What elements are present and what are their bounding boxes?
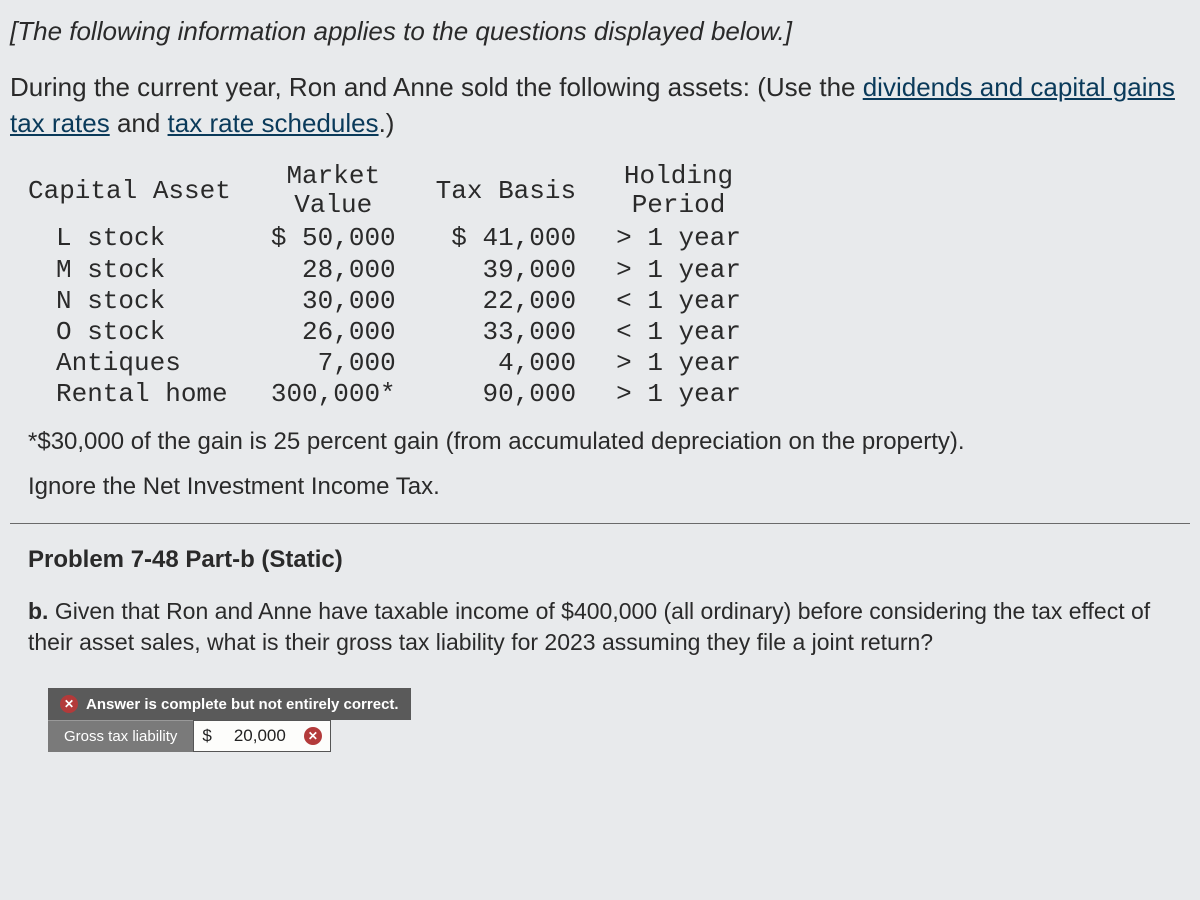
cell-basis: $ 41,000 (416, 223, 596, 254)
problem-title: Problem 7-48 Part-b (Static) (28, 546, 1190, 574)
answer-status-header: ✕ Answer is complete but not entirely co… (48, 688, 411, 720)
cell-asset: Rental home (28, 379, 251, 410)
problem-question-body: Given that Ron and Anne have taxable inc… (28, 598, 1150, 655)
cell-basis: 39,000 (416, 255, 596, 286)
table-row: L stock $ 50,000 $ 41,000 > 1 year (28, 223, 761, 254)
cell-basis: 90,000 (416, 379, 596, 410)
cell-asset: M stock (28, 255, 251, 286)
cell-hold: < 1 year (596, 286, 761, 317)
currency-symbol: $ (202, 726, 211, 746)
col-basis: Tax Basis (416, 160, 596, 224)
table-row: N stock 30,000 22,000 < 1 year (28, 286, 761, 317)
table-body: L stock $ 50,000 $ 41,000 > 1 year M sto… (28, 223, 761, 410)
answer-row: Gross tax liability $ 20,000 ✕ (48, 720, 411, 752)
cell-mv: 28,000 (251, 255, 416, 286)
capital-asset-table: Capital Asset Market Value Tax Basis Hol… (28, 160, 761, 411)
x-icon: ✕ (304, 727, 322, 745)
problem-question: b. Given that Ron and Anne have taxable … (28, 596, 1190, 658)
cell-asset: N stock (28, 286, 251, 317)
cell-hold: > 1 year (596, 223, 761, 254)
cell-asset: L stock (28, 223, 251, 254)
cell-mv: 300,000* (251, 379, 416, 410)
col-market-l2: Value (294, 190, 372, 220)
col-market-l1: Market (286, 161, 380, 191)
problem-section: Problem 7-48 Part-b (Static) b. Given th… (10, 523, 1190, 752)
cell-hold: > 1 year (596, 379, 761, 410)
intro-context: [The following information applies to th… (10, 15, 1190, 49)
cell-mv: 7,000 (251, 348, 416, 379)
cell-hold: > 1 year (596, 348, 761, 379)
answer-value-cell[interactable]: $ 20,000 ✕ (193, 720, 330, 752)
table-header-row: Capital Asset Market Value Tax Basis Hol… (28, 160, 761, 224)
body-pre: During the current year, Ron and Anne so… (10, 72, 863, 102)
cell-basis: 4,000 (416, 348, 596, 379)
ignore-niit-text: Ignore the Net Investment Income Tax. (28, 473, 1190, 501)
col-holding: Holding Period (596, 160, 761, 224)
answer-status-text: Answer is complete but not entirely corr… (86, 696, 399, 713)
table-row: Antiques 7,000 4,000 > 1 year (28, 348, 761, 379)
footnote-text: *$30,000 of the gain is 25 percent gain … (28, 425, 1190, 459)
col-holding-l1: Holding (624, 161, 733, 191)
col-holding-l2: Period (632, 190, 726, 220)
answer-label: Gross tax liability (48, 720, 193, 752)
x-icon: ✕ (60, 695, 78, 713)
table-row: Rental home 300,000* 90,000 > 1 year (28, 379, 761, 410)
cell-asset: Antiques (28, 348, 251, 379)
cell-hold: < 1 year (596, 317, 761, 348)
answer-value: 20,000 (226, 726, 286, 746)
cell-mv: 26,000 (251, 317, 416, 348)
body-post: .) (379, 108, 395, 138)
cell-mv: 30,000 (251, 286, 416, 317)
problem-part-b: b. (28, 598, 48, 624)
cell-basis: 22,000 (416, 286, 596, 317)
cell-asset: O stock (28, 317, 251, 348)
answer-box: ✕ Answer is complete but not entirely co… (48, 688, 411, 752)
table-row: O stock 26,000 33,000 < 1 year (28, 317, 761, 348)
table-row: M stock 28,000 39,000 > 1 year (28, 255, 761, 286)
body-mid: and (110, 108, 168, 138)
col-market: Market Value (251, 160, 416, 224)
cell-mv: $ 50,000 (251, 223, 416, 254)
scenario-text: During the current year, Ron and Anne so… (10, 69, 1190, 142)
cell-hold: > 1 year (596, 255, 761, 286)
col-asset: Capital Asset (28, 160, 251, 224)
cell-basis: 33,000 (416, 317, 596, 348)
tax-schedules-link[interactable]: tax rate schedules (168, 108, 379, 138)
